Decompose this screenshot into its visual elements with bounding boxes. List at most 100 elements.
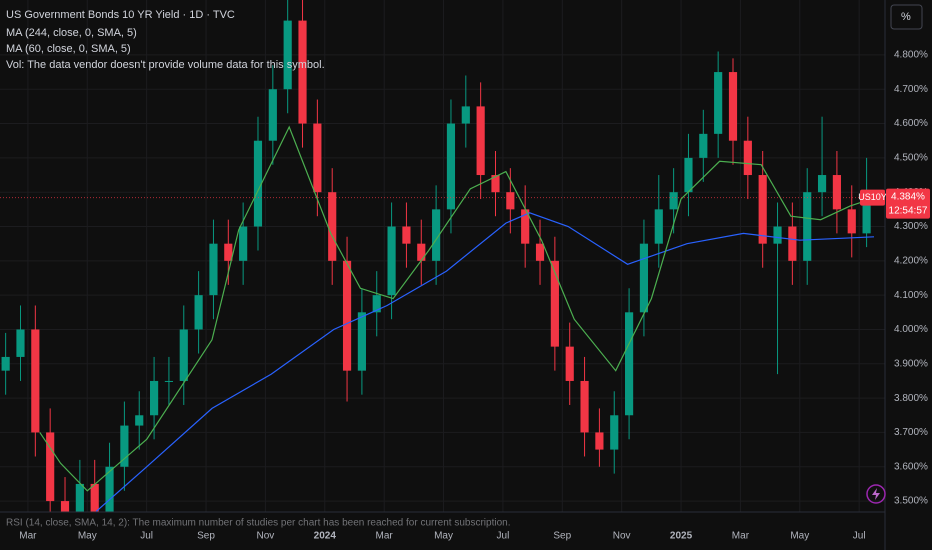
candle-body bbox=[105, 466, 114, 512]
candle-body bbox=[491, 175, 500, 193]
x-tick-label: Mar bbox=[376, 531, 394, 542]
candle-body bbox=[46, 432, 55, 502]
candle-body bbox=[75, 483, 84, 512]
candle-body bbox=[194, 295, 203, 330]
candle-body bbox=[595, 432, 604, 450]
candle-body bbox=[402, 226, 411, 244]
y-tick-label: 3.900% bbox=[894, 358, 928, 369]
x-tick-label: Sep bbox=[197, 531, 215, 542]
candle-body bbox=[1, 356, 10, 371]
candle-body bbox=[90, 483, 99, 512]
ma-line bbox=[39, 125, 872, 492]
candle-body bbox=[239, 226, 248, 261]
candle-body bbox=[654, 209, 663, 244]
x-tick-label: Sep bbox=[553, 531, 571, 542]
symbol-tag bbox=[860, 189, 885, 206]
x-tick-label: Mar bbox=[19, 531, 37, 542]
candle-body bbox=[580, 380, 589, 433]
candle-body bbox=[803, 192, 812, 261]
candle-body bbox=[639, 243, 649, 313]
unit-button[interactable] bbox=[890, 4, 923, 30]
candle-body bbox=[31, 329, 40, 433]
candle-body bbox=[743, 140, 752, 176]
candle-body bbox=[832, 175, 841, 210]
unit-button-label[interactable]: % bbox=[901, 11, 911, 23]
candle-body bbox=[179, 329, 188, 381]
x-tick-label: 2024 bbox=[314, 531, 337, 542]
alert-icon[interactable] bbox=[866, 484, 886, 504]
y-tick-label: 3.600% bbox=[894, 461, 928, 472]
candle-body bbox=[521, 209, 530, 244]
candle-body bbox=[342, 260, 352, 371]
legend-entry: MA (60, close, 0, SMA, 5) bbox=[6, 43, 131, 55]
candle-body bbox=[862, 199, 871, 234]
candle-body bbox=[788, 226, 797, 261]
x-tick-label: May bbox=[790, 531, 809, 542]
candle-body bbox=[149, 380, 159, 416]
x-tick-label: Nov bbox=[613, 531, 631, 542]
candle-body bbox=[565, 346, 574, 381]
candle-body bbox=[714, 72, 723, 134]
candle-body bbox=[417, 243, 426, 261]
x-tick-label: Mar bbox=[732, 531, 750, 542]
plot-area bbox=[0, 0, 885, 512]
candle-body bbox=[461, 106, 470, 124]
legend-entry: MA (244, close, 0, SMA, 5) bbox=[6, 27, 137, 39]
y-tick-label: 4.200% bbox=[894, 255, 928, 266]
x-tick-label: Nov bbox=[257, 531, 275, 542]
candle-body bbox=[313, 123, 322, 193]
y-tick-label: 4.300% bbox=[894, 221, 928, 232]
x-tick-label: 2025 bbox=[670, 531, 693, 542]
symbol-label: US10Y bbox=[858, 192, 887, 202]
candle-body bbox=[550, 260, 559, 347]
last-price-label: 4.384% bbox=[891, 191, 925, 202]
candle-body bbox=[699, 133, 708, 158]
price-tag: US10Y 4.384% 12:54:57 bbox=[858, 188, 930, 219]
y-tick-label: 3.800% bbox=[894, 393, 928, 404]
y-tick-label: 4.500% bbox=[894, 153, 928, 164]
countdown-label: 12:54:57 bbox=[889, 205, 928, 216]
grid bbox=[0, 0, 885, 512]
candle-body bbox=[16, 329, 25, 357]
candle-body bbox=[209, 243, 218, 296]
candle-body bbox=[610, 415, 619, 450]
candle-body bbox=[60, 501, 70, 512]
y-tick-label: 4.800% bbox=[894, 50, 928, 61]
candle-body bbox=[728, 72, 738, 141]
candle-body bbox=[387, 226, 396, 296]
y-tick-label: 4.000% bbox=[894, 324, 928, 335]
y-tick-label: 4.700% bbox=[894, 84, 928, 95]
candle-body bbox=[847, 209, 856, 234]
candle-body bbox=[432, 209, 441, 261]
candle-body bbox=[298, 20, 307, 124]
chart-title: US Government Bonds 10 YR Yield · 1D · T… bbox=[6, 9, 235, 21]
candle-body bbox=[328, 192, 337, 261]
candle-body bbox=[224, 243, 233, 261]
ma-line bbox=[95, 212, 875, 512]
candle-body bbox=[253, 140, 263, 227]
x-tick-label: Jul bbox=[497, 531, 510, 542]
candle-body bbox=[684, 157, 693, 193]
legend-note: Vol: The data vendor doesn't provide vol… bbox=[6, 59, 325, 71]
candle-body bbox=[372, 295, 381, 313]
candle-body bbox=[164, 380, 174, 382]
y-tick-label: 3.500% bbox=[894, 496, 928, 507]
candle-body bbox=[135, 415, 144, 426]
candle-body bbox=[268, 89, 277, 141]
candle-body bbox=[283, 20, 292, 90]
y-tick-label: 3.700% bbox=[894, 427, 928, 438]
y-tick-label: 4.600% bbox=[894, 118, 928, 129]
candle-body bbox=[506, 192, 515, 210]
axes: 3.500% 3.600% 3.700% 3.800% 3.900% 4.000% 4.10… bbox=[19, 50, 928, 542]
candle-body bbox=[758, 175, 767, 244]
candle-body bbox=[625, 312, 634, 416]
candle-body bbox=[120, 425, 129, 467]
candle-body bbox=[669, 192, 678, 210]
x-tick-label: Jul bbox=[853, 531, 866, 542]
bottom-note: RSI (14, close, SMA, 14, 2): The maximum… bbox=[6, 518, 511, 529]
candle-body bbox=[535, 243, 545, 261]
candle-body bbox=[357, 312, 366, 371]
y-tick-label: 4.100% bbox=[894, 290, 928, 301]
x-tick-label: May bbox=[78, 531, 97, 542]
